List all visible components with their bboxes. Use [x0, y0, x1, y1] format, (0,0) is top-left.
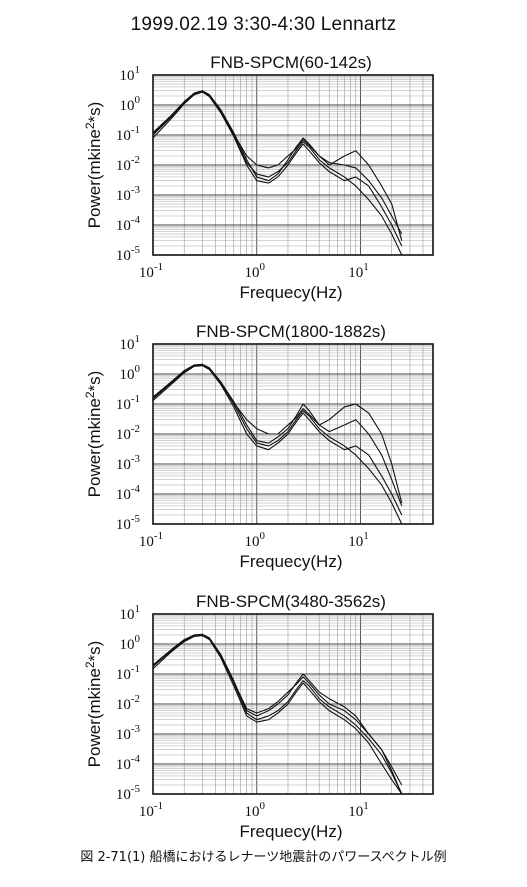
x-axis-label: Frequecy(Hz)	[240, 552, 343, 571]
chart-title: FNB-SPCM(60-142s)	[210, 53, 372, 72]
y-tick-label: 10-1	[116, 124, 140, 144]
y-tick-label: 10-1	[116, 663, 140, 683]
y-tick-label: 100	[120, 94, 141, 114]
y-axis-label: Power(mkine2*s)	[83, 102, 104, 229]
y-tick-label: 100	[120, 633, 141, 653]
x-tick-label: 100	[244, 800, 265, 820]
y-tick-label: 10-4	[116, 753, 141, 773]
y-tick-label: 10-3	[116, 184, 141, 204]
chart-panel-2: FNB-SPCM(1800-1882s) 10-5 10-4 10-3 10-2 10-1…	[0, 315, 527, 585]
x-axis-label: Frequecy(Hz)	[240, 283, 343, 302]
y-tick-label: 10-5	[116, 513, 141, 533]
plot-frame	[152, 613, 434, 795]
y-tick-label: 10-5	[116, 783, 141, 803]
x-tick-label: 100	[244, 261, 265, 281]
series-line-3	[152, 365, 403, 516]
x-tick-label: 10-1	[139, 530, 163, 550]
chart-svg: FNB-SPCM(3480-3562s) 10-5 10-4 10-3 10-2 10-1…	[83, 592, 434, 841]
x-axis-label: Frequecy(Hz)	[240, 822, 343, 841]
y-tick-label: 10-5	[116, 244, 141, 264]
y-axis-label: Power(mkine2*s)	[83, 641, 104, 768]
chart-panel-3: FNB-SPCM(3480-3562s) 10-5 10-4 10-3 10-2 10-1…	[0, 585, 527, 855]
series-line-3	[152, 91, 403, 247]
chart-svg: FNB-SPCM(60-142s) 10-5 10-4 10-3 10-2 10-1 100…	[83, 53, 434, 302]
x-tick-label: 10-1	[139, 261, 163, 281]
series-line-4	[152, 634, 403, 795]
y-tick-label: 10-3	[116, 723, 141, 743]
y-tick-label: 101	[120, 603, 141, 623]
plot-frame	[152, 74, 434, 256]
y-tick-label: 100	[120, 363, 141, 383]
chart-title: FNB-SPCM(1800-1882s)	[196, 322, 386, 341]
x-tick-label: 10-1	[139, 800, 163, 820]
y-tick-label: 101	[120, 64, 141, 84]
y-tick-label: 10-4	[116, 483, 141, 503]
figure-caption: 図 2-71(1) 船橋におけるレナーツ地震計のパワースペクトル例	[80, 850, 447, 865]
y-tick-label: 10-2	[116, 693, 140, 713]
chart-panel-1: FNB-SPCM(60-142s) 10-5 10-4 10-3 10-2 10-1 100…	[0, 46, 527, 316]
x-tick-label: 101	[348, 261, 369, 281]
series-line-4	[152, 90, 403, 235]
y-axis-label: Power(mkine2*s)	[83, 371, 104, 498]
chart-svg: FNB-SPCM(1800-1882s) 10-5 10-4 10-3 10-2 10-1…	[83, 322, 434, 571]
y-tick-label: 10-1	[116, 393, 140, 413]
y-tick-label: 10-3	[116, 453, 141, 473]
y-tick-label: 10-2	[116, 423, 140, 443]
y-tick-label: 10-4	[116, 214, 141, 234]
series-line-4	[152, 364, 403, 507]
x-tick-label: 101	[348, 800, 369, 820]
figure-title: 1999.02.19 3:30-4:30 Lennartz	[130, 14, 397, 35]
y-tick-label: 10-2	[116, 154, 140, 174]
plot-frame	[152, 343, 434, 525]
grid	[152, 344, 434, 525]
series-line-3	[152, 635, 403, 795]
y-tick-label: 101	[120, 333, 141, 353]
x-tick-label: 101	[348, 530, 369, 550]
x-tick-label: 100	[244, 530, 265, 550]
chart-title: FNB-SPCM(3480-3562s)	[196, 592, 386, 611]
